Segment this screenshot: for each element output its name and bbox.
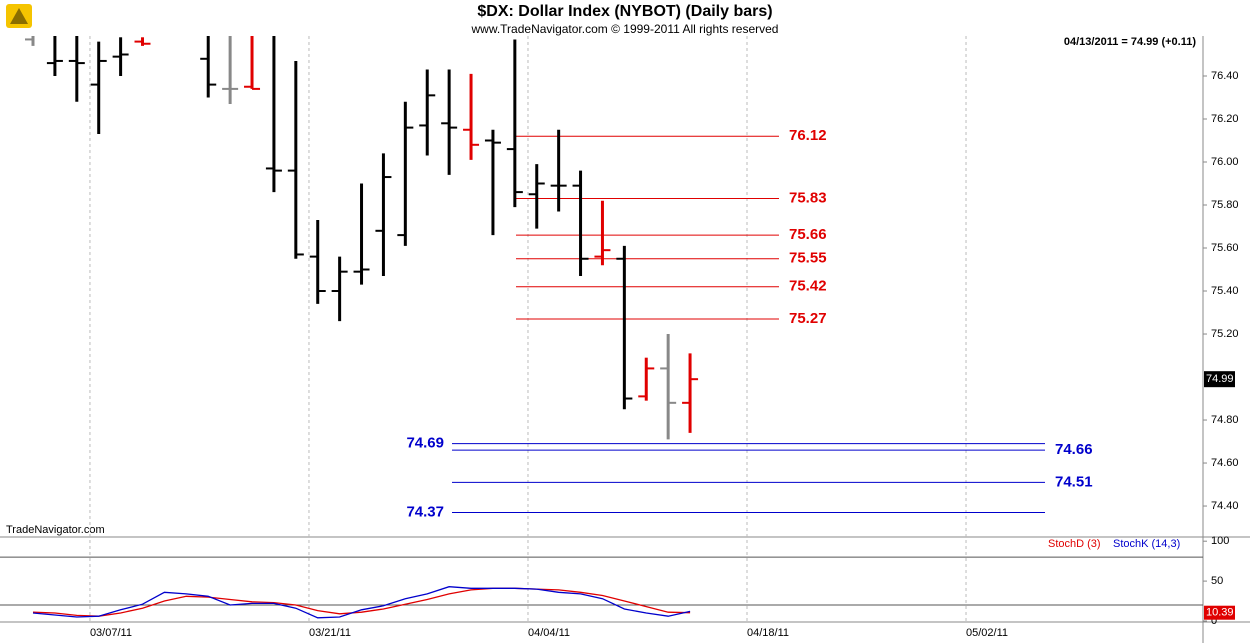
last-value-box bbox=[1204, 371, 1235, 388]
y-tick-label: 74.40 bbox=[1211, 500, 1239, 512]
y-tick-label: 0 bbox=[1211, 615, 1217, 627]
x-tick-label: 05/02/11 bbox=[966, 627, 1008, 639]
level-label: 74.66 bbox=[1055, 441, 1093, 458]
y-tick-label: 75.40 bbox=[1211, 285, 1239, 297]
chart-title: $DX: Dollar Index (NYBOT) (Daily bars) bbox=[477, 3, 772, 20]
y-tick-label: 76.40 bbox=[1211, 70, 1239, 82]
stoch-line bbox=[32, 587, 691, 617]
level-label: 75.55 bbox=[789, 250, 827, 267]
y-tick-label: 76.00 bbox=[1211, 156, 1239, 168]
x-tick-label: 04/18/11 bbox=[747, 627, 789, 639]
x-tick-label: 04/04/11 bbox=[528, 627, 570, 639]
level-label: 74.37 bbox=[406, 503, 444, 520]
y-tick-label: 75.60 bbox=[1211, 242, 1239, 254]
level-label: 75.27 bbox=[789, 310, 827, 327]
y-tick-label: 76.20 bbox=[1211, 113, 1239, 125]
watermark: TradeNavigator.com bbox=[6, 524, 105, 536]
y-tick-label: 74.60 bbox=[1211, 457, 1239, 469]
y-tick-label: 74.80 bbox=[1211, 414, 1239, 426]
subtitle: www.TradeNavigator.com © 1999-2011 All r… bbox=[471, 22, 779, 36]
y-tick-label: 75.20 bbox=[1211, 328, 1239, 340]
last-value-label: 10.39 bbox=[1206, 607, 1234, 619]
level-label: 74.69 bbox=[406, 435, 444, 452]
y-tick-label: 50 bbox=[1211, 575, 1223, 587]
level-label: 75.42 bbox=[789, 278, 827, 295]
last-value-box bbox=[1204, 605, 1235, 620]
legend-entry: StochD (3) bbox=[1048, 538, 1101, 550]
level-label: 76.12 bbox=[789, 127, 827, 144]
level-label: 75.83 bbox=[789, 190, 827, 207]
x-tick-label: 03/21/11 bbox=[309, 627, 351, 639]
logo bbox=[6, 4, 32, 28]
stoch-line bbox=[32, 586, 691, 619]
y-tick-label: 100 bbox=[1211, 535, 1229, 547]
x-tick-label: 03/07/11 bbox=[90, 627, 132, 639]
last-quote: 04/13/2011 = 74.99 (+0.11) bbox=[1064, 36, 1196, 48]
y-tick-label: 75.80 bbox=[1211, 199, 1239, 211]
last-value-label: 74.99 bbox=[1206, 373, 1234, 385]
level-label: 75.66 bbox=[789, 226, 827, 243]
level-label: 74.51 bbox=[1055, 473, 1093, 490]
legend-entry: StochK (14,3) bbox=[1113, 538, 1180, 550]
